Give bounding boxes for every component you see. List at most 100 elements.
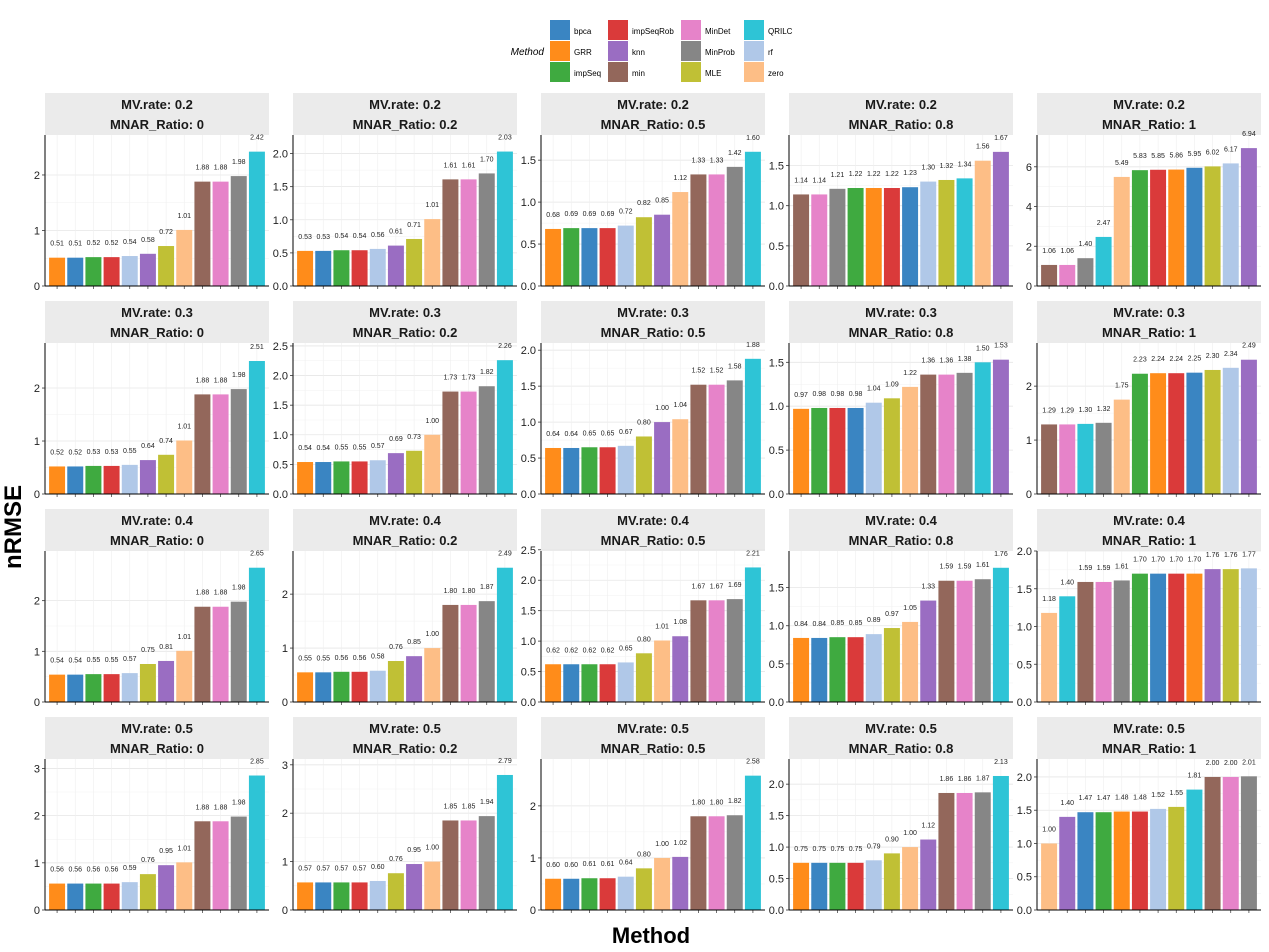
bar-value-label: 0.54 [298,445,312,452]
bar-value-label: 2.00 [1224,760,1238,767]
bar-mle [158,246,175,286]
bar-value-label: 1.80 [444,588,458,595]
bar-value-label: 1.59 [1079,565,1093,572]
bar-grr [545,878,562,910]
y-tick-label: 3 [34,763,40,775]
bar-value-label: 0.65 [583,430,597,437]
strip-label-mv-rate: MV.rate: 0.2 [865,97,937,112]
y-tick-label: 1.5 [769,357,784,369]
bar-knn [1240,148,1257,286]
bar-value-label: 0.98 [812,391,826,398]
bar-mle [406,238,423,286]
bar-value-label: 0.55 [87,657,101,664]
bar-value-label: 0.53 [87,449,101,456]
bar-value-label: 0.57 [316,865,330,872]
y-tick-label: 1 [34,858,40,870]
bar-value-label: 1.29 [1060,407,1074,414]
bar-rf [617,876,634,910]
bar-value-label: 1.70 [1151,557,1165,564]
bar-value-label: 1.42 [728,150,742,157]
bar-value-label: 0.52 [105,240,119,247]
strip-label-mv-rate: MV.rate: 0.4 [1113,513,1186,528]
bar-impseqrob [351,882,368,910]
legend-swatch-mle [681,62,701,82]
bar-min [194,606,211,702]
bar-zero [176,862,193,910]
bar-value-label: 1.67 [994,135,1008,142]
bar-mindet [460,820,477,910]
y-tick-label: 0.0 [1017,697,1032,709]
bar-impseq [333,250,350,286]
bar-zero [672,192,689,286]
bar-value-label: 1.22 [885,171,899,178]
bar-value-label: 0.53 [105,449,119,456]
bar-value-label: 1.88 [196,804,210,811]
panel-strip [293,93,517,135]
y-tick-label: 2.5 [521,545,536,557]
bar-mindet [956,792,973,910]
bar-value-label: 1.34 [958,161,972,168]
bar-mindet [1059,264,1076,286]
bar-value-label: 1.01 [177,423,191,430]
bar-impseq [85,674,102,702]
bar-value-label: 2.65 [250,551,264,558]
bar-qrilc [248,567,265,702]
bar-impseqrob [599,228,616,286]
bar-mindet [708,384,725,494]
y-tick-label: 1.5 [521,606,536,618]
bar-knn [158,660,175,702]
bar-knn [387,245,404,286]
bar-impseqrob [599,878,616,910]
panel-r3-c3: MV.rate: 0.5 MNAR_Ratio: 0.8 0.75 0.75 0.75 0… [769,717,1013,917]
strip-label-mv-rate: MV.rate: 0.5 [617,721,689,736]
bar-value-label: 0.80 [637,636,651,643]
bar-min [1204,776,1221,910]
panel-strip [789,509,1013,551]
bar-zero [424,648,441,702]
bar-rf [369,460,386,494]
y-tick-label: 2 [34,596,40,608]
bar-value-label: 1.52 [692,368,706,375]
bar-mle [139,874,156,910]
bar-value-label: 2.51 [250,344,264,351]
bar-value-label: 1.76 [1224,552,1238,559]
panel-strip [1037,93,1261,135]
bar-knn [1059,816,1076,910]
bar-mle [387,661,404,702]
bar-knn [1240,359,1257,494]
bar-value-label: 0.98 [849,391,863,398]
bar-value-label: 0.58 [141,237,155,244]
bar-value-label: 1.00 [655,405,669,412]
bar-value-label: 0.65 [619,645,633,652]
bar-grr [1113,811,1130,910]
bar-value-label: 2.13 [994,759,1008,766]
legend: Method bpca GRR impSeq impSeqRob knn min MinDet… [511,20,793,82]
bar-zero [902,386,919,494]
strip-label-mv-rate: MV.rate: 0.2 [121,97,193,112]
bar-min [194,181,211,286]
bar-grr [865,188,882,286]
bar-value-label: 0.85 [407,639,421,646]
bar-grr [793,862,810,910]
y-tick-label: 2 [282,808,288,820]
bar-impseqrob [829,407,846,494]
bar-zero [902,621,919,702]
legend-swatch-qrilc [744,20,764,40]
bar-mle [938,179,955,286]
bar-value-label: 1.61 [462,162,476,169]
panel-r2-c2: MV.rate: 0.4 MNAR_Ratio: 0.5 0.62 0.62 0.62 0… [521,509,765,709]
bar-value-label: 1.52 [710,368,724,375]
bar-value-label: 1.04 [867,386,881,393]
y-tick-label: 2 [34,170,40,182]
bar-value-label: 0.95 [407,847,421,854]
y-tick-label: 1.5 [521,381,536,393]
bar-bpca [1077,812,1094,910]
bar-value-label: 1.67 [692,583,706,590]
bar-value-label: 1.33 [710,157,724,164]
strip-label-mv-rate: MV.rate: 0.3 [1113,305,1185,320]
bar-min [920,374,937,494]
bar-value-label: 0.56 [87,867,101,874]
bar-grr [1150,373,1167,494]
bar-qrilc [744,775,761,910]
strip-label-mnar-ratio: MNAR_Ratio: 0.2 [353,533,458,548]
